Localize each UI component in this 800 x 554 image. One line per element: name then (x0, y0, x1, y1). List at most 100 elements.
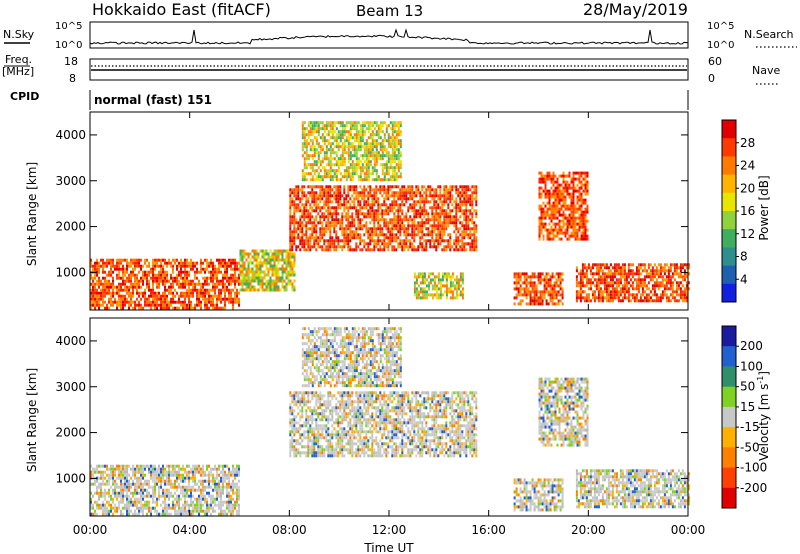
echo-cell (564, 204, 567, 208)
echo-cell (210, 261, 212, 265)
echo-cell (289, 215, 292, 219)
echo-cell (148, 279, 150, 283)
echo-cell (607, 293, 610, 297)
echo-cell (425, 218, 428, 222)
echo-cell (102, 261, 104, 265)
echo-cell (331, 169, 334, 173)
echo-cell (572, 216, 575, 220)
echo-cell (566, 183, 569, 187)
echo-cell (373, 215, 376, 219)
echo-cell (651, 272, 654, 276)
echo-cell (174, 300, 176, 304)
echo-cell (425, 191, 428, 195)
echo-cell (533, 296, 536, 300)
echo-cell (586, 186, 589, 190)
echo-cell (619, 278, 622, 282)
echo-cell (102, 267, 104, 271)
echo-cell (465, 212, 468, 216)
echo-cell (385, 221, 388, 225)
echo-cell (633, 299, 636, 303)
echo-cell (461, 290, 464, 294)
echo-cell (216, 279, 218, 283)
echo-cell (625, 278, 628, 282)
echo-cell (353, 224, 356, 228)
echo-cell (621, 263, 624, 267)
echo-cell (369, 145, 372, 149)
echo-cell (669, 263, 672, 267)
echo-cell (341, 136, 344, 140)
echo-cell (269, 264, 272, 268)
echo-cell (168, 279, 170, 283)
echo-cell (208, 276, 210, 280)
echo-cell (379, 203, 382, 207)
echo-cell (537, 302, 540, 306)
echo-cell (369, 151, 372, 155)
echo-cell (417, 272, 420, 276)
echo-cell (102, 288, 104, 292)
echo-cell (232, 258, 234, 262)
echo-cell (455, 215, 458, 219)
echo-cell (156, 300, 158, 304)
echo-cell (409, 206, 412, 210)
echo-cell (659, 281, 662, 285)
echo-cell (116, 476, 118, 480)
echo-cell (381, 172, 384, 176)
echo-cell (369, 124, 372, 128)
echo-cell (459, 248, 462, 252)
echo-cell (417, 200, 420, 204)
echo-cell (582, 237, 585, 241)
echo-cell (653, 284, 656, 288)
echo-cell (373, 209, 376, 213)
echo-cell (473, 209, 476, 213)
echo-cell (311, 154, 314, 158)
echo-cell (387, 157, 390, 161)
echo-cell (560, 195, 563, 199)
echo-cell (603, 272, 606, 276)
echo-cell (435, 284, 438, 288)
echo-cell (556, 210, 559, 214)
echo-cell (132, 300, 134, 304)
echo-cell (579, 272, 582, 276)
echo-cell (106, 291, 108, 295)
echo-cell (387, 236, 390, 240)
echo-cell (471, 215, 474, 219)
echo-cell (261, 282, 264, 286)
echo-cell (459, 197, 462, 201)
echo-cell (395, 121, 398, 125)
echo-cell (92, 512, 94, 516)
echo-cell (355, 197, 358, 201)
echo-cell (333, 157, 336, 161)
echo-cell (176, 282, 178, 286)
echo-cell (475, 224, 478, 228)
echo-cell (164, 273, 166, 277)
echo-cell (529, 284, 532, 288)
echo-cell (547, 290, 550, 294)
echo-cell (220, 288, 222, 292)
echo-cell (353, 133, 356, 137)
echo-cell (349, 151, 352, 155)
echo-cell (263, 288, 266, 292)
echo-cell (467, 224, 470, 228)
echo-cell (553, 275, 556, 279)
echo-cell (580, 198, 583, 202)
echo-cell (431, 245, 434, 249)
echo-cell (445, 188, 448, 192)
echo-cell (437, 242, 440, 246)
echo-cell (196, 288, 198, 292)
echo-cell (188, 300, 190, 304)
echo-cell (102, 258, 104, 262)
echo-cell (120, 288, 122, 292)
echo-cell (166, 294, 168, 298)
echo-cell (371, 215, 374, 219)
echo-cell (681, 266, 684, 270)
echo-cell (413, 275, 416, 279)
echo-cell (214, 285, 216, 289)
echo-cell (463, 215, 466, 219)
echo-cell (204, 294, 206, 298)
echo-cell (457, 242, 460, 246)
echo-cell (613, 263, 616, 267)
echo-cell (345, 121, 348, 125)
power-x-ticks (89, 112, 689, 310)
echo-cell (305, 166, 308, 170)
